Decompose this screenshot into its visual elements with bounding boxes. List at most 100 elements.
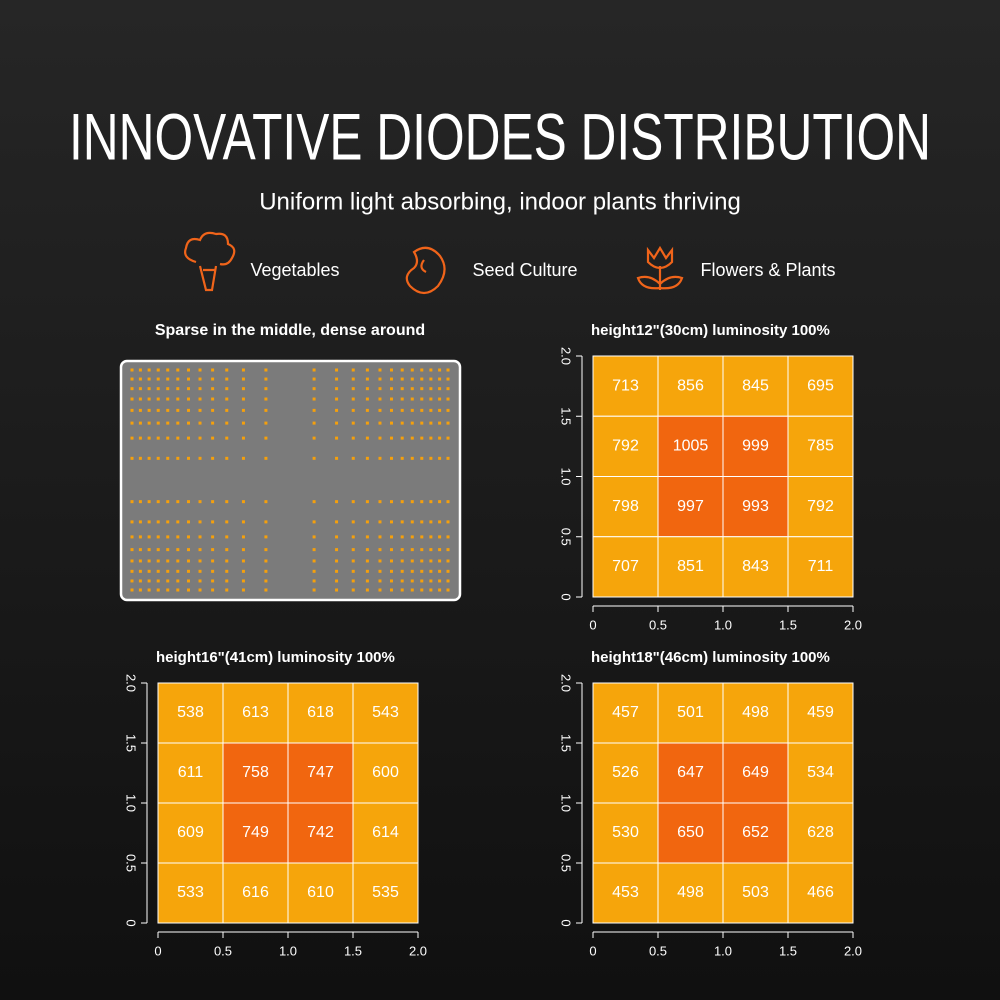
- diode: [378, 588, 382, 592]
- cell-label: 647: [677, 764, 704, 781]
- x-tick-label: 2.0: [844, 943, 862, 958]
- diode: [312, 456, 316, 460]
- diode: [166, 535, 170, 539]
- diode: [225, 500, 229, 504]
- diode: [138, 387, 142, 391]
- x-tick-label: 1.5: [779, 617, 797, 632]
- cell-label: 503: [742, 884, 769, 901]
- diode: [176, 387, 180, 391]
- cell-label: 609: [177, 824, 204, 841]
- diode: [225, 368, 229, 372]
- x-tick-label: 0: [589, 943, 596, 958]
- diode: [365, 456, 369, 460]
- diode: [378, 408, 382, 412]
- diode: [400, 421, 404, 425]
- diode: [312, 559, 316, 563]
- subtitle: Uniform light absorbing, indoor plants t…: [259, 188, 741, 215]
- diode: [389, 421, 393, 425]
- cell-label: 498: [677, 884, 704, 901]
- diode: [264, 421, 268, 425]
- diode: [187, 588, 191, 592]
- feature-label: Vegetables: [250, 260, 339, 280]
- diode: [166, 569, 170, 573]
- diode: [446, 408, 450, 412]
- x-tick-label: 1.0: [279, 943, 297, 958]
- diode: [446, 569, 450, 573]
- diode: [365, 520, 369, 524]
- diode: [438, 520, 442, 524]
- cell-label: 618: [307, 704, 334, 721]
- diode: [147, 520, 151, 524]
- cell-label: 534: [807, 764, 834, 781]
- diode: [410, 579, 414, 583]
- diode: [438, 368, 442, 372]
- diode: [351, 397, 355, 401]
- diode: [241, 456, 245, 460]
- diode: [446, 436, 450, 440]
- diode: [351, 535, 355, 539]
- diode: [438, 397, 442, 401]
- heat-cell: [722, 415, 789, 477]
- diode: [335, 520, 339, 524]
- heat-cell: [787, 355, 854, 417]
- diode: [198, 421, 202, 425]
- diode: [400, 579, 404, 583]
- cell-label: 453: [612, 884, 639, 901]
- diode: [410, 520, 414, 524]
- diode: [420, 408, 424, 412]
- diode: [225, 421, 229, 425]
- diode: [389, 397, 393, 401]
- diode: [225, 377, 229, 381]
- diode: [264, 579, 268, 583]
- diode: [335, 535, 339, 539]
- diode: [378, 368, 382, 372]
- diode: [264, 456, 268, 460]
- diode: [187, 368, 191, 372]
- diode: [429, 588, 433, 592]
- heat-cell: [592, 476, 659, 538]
- diode: [176, 520, 180, 524]
- diode: [211, 520, 215, 524]
- diode: [138, 368, 142, 372]
- y-tick-label: 0.5: [124, 854, 139, 872]
- diode: [156, 520, 160, 524]
- diode: [365, 368, 369, 372]
- diode: [410, 368, 414, 372]
- diode: [211, 408, 215, 412]
- diode: [187, 579, 191, 583]
- diode: [130, 368, 134, 372]
- diode: [156, 421, 160, 425]
- diode: [130, 500, 134, 504]
- y-tick-label: 0.5: [559, 528, 574, 546]
- diode: [365, 569, 369, 573]
- cell-label: 695: [807, 377, 834, 394]
- diode: [166, 377, 170, 381]
- diode: [198, 377, 202, 381]
- cell-label: 747: [307, 764, 334, 781]
- chart-title: height12"(30cm) luminosity 100%: [591, 322, 830, 339]
- diode: [420, 579, 424, 583]
- diode: [198, 569, 202, 573]
- diode: [198, 588, 202, 592]
- diode: [156, 588, 160, 592]
- diode: [438, 408, 442, 412]
- diode-panel: [119, 359, 462, 602]
- x-tick-label: 2.0: [409, 943, 427, 958]
- diode: [264, 535, 268, 539]
- diode: [312, 408, 316, 412]
- diode: [351, 548, 355, 552]
- diode: [446, 588, 450, 592]
- diode: [410, 588, 414, 592]
- diode: [420, 436, 424, 440]
- diode: [130, 569, 134, 573]
- diode: [176, 500, 180, 504]
- diode: [335, 548, 339, 552]
- diode: [241, 408, 245, 412]
- cell-label: 498: [742, 704, 769, 721]
- diode: [429, 559, 433, 563]
- diode: [446, 548, 450, 552]
- diode: [264, 569, 268, 573]
- diode: [378, 520, 382, 524]
- cell-label: 530: [612, 824, 639, 841]
- diode: [420, 500, 424, 504]
